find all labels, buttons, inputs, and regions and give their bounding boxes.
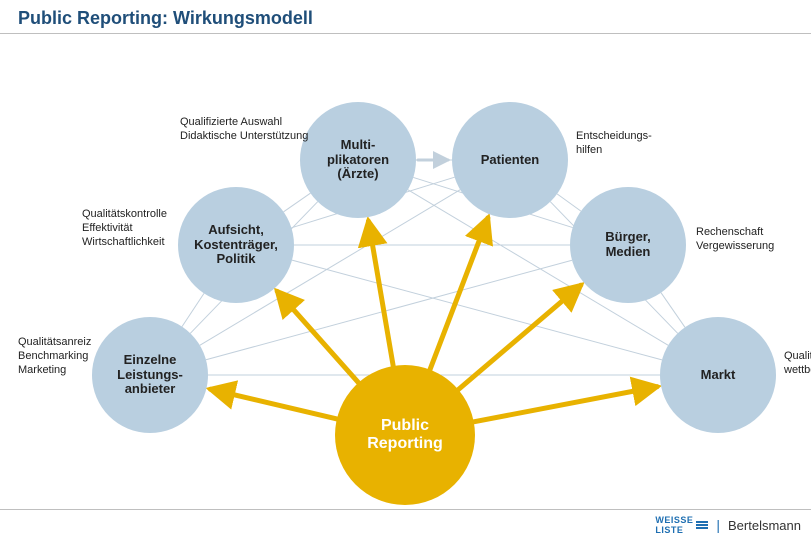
bertelsmann-logo: Bertelsmann [728,518,801,533]
node-multi: Multi-plikatoren(Ärzte) [300,102,416,218]
node-label-buerger: Bürger,Medien [599,230,657,260]
weisse-liste-line1: WEISSE [655,515,693,525]
node-label-markt: Markt [695,368,742,383]
caption-patienten: Entscheidungs-hilfen [576,130,652,158]
node-label-aufsicht: Aufsicht,Kostenträger,Politik [188,223,284,268]
weisse-liste-bars-icon [696,521,708,529]
node-einzelne: EinzelneLeistungs-anbieter [92,317,208,433]
footer: WEISSE LISTE | Bertelsmann [0,509,811,540]
weisse-liste-logo: WEISSE LISTE [655,515,708,535]
node-label-einzelne: EinzelneLeistungs-anbieter [111,353,189,398]
caption-multi: Qualifizierte AuswahlDidaktische Unterst… [180,116,308,144]
node-label-multi: Multi-plikatoren(Ärzte) [321,138,395,183]
caption-aufsicht: QualitätskontrolleEffektivitätWirtschaft… [82,208,167,249]
node-label-patienten: Patienten [475,153,546,168]
logo-separator: | [716,517,720,533]
node-patienten: Patienten [452,102,568,218]
nodes-layer: EinzelneLeistungs-anbieter Aufsicht,Koste… [0,40,811,500]
node-buerger: Bürger,Medien [570,187,686,303]
weisse-liste-line2: LISTE [655,525,683,535]
node-public-reporting: PublicReporting [335,365,475,505]
caption-buerger: RechenschaftVergewisserung [696,226,774,254]
title-bar: Public Reporting: Wirkungsmodell [0,0,811,34]
caption-einzelne: QualitätsanreizBenchmarkingMarketing [18,336,91,377]
page-title: Public Reporting: Wirkungsmodell [18,8,313,28]
node-markt: Markt [660,317,776,433]
caption-markt: Qualitäts-wettbewerb [784,350,811,378]
node-aufsicht: Aufsicht,Kostenträger,Politik [178,187,294,303]
node-label-public-reporting: PublicReporting [361,417,449,454]
diagram-canvas: EinzelneLeistungs-anbieter Aufsicht,Koste… [0,40,811,500]
